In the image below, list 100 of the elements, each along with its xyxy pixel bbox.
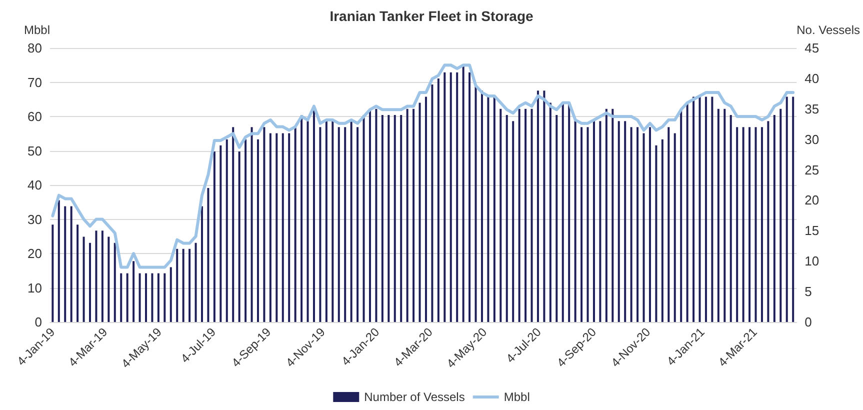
bar: [580, 127, 583, 322]
bar: [332, 121, 334, 322]
bar: [282, 133, 284, 322]
bar: [381, 114, 384, 322]
bar: [524, 108, 527, 322]
bar: [536, 90, 539, 322]
bar: [344, 127, 346, 322]
bar: [648, 127, 651, 322]
bar: [362, 114, 365, 322]
bar: [250, 127, 253, 322]
bar: [294, 127, 296, 322]
bar: [375, 108, 378, 322]
bar: [424, 96, 427, 322]
bar: [151, 273, 154, 322]
bar: [549, 102, 552, 322]
bar: [338, 127, 340, 322]
bar: [120, 273, 122, 322]
bar: [444, 72, 446, 322]
bar: [418, 102, 421, 322]
y-tick-label: 30: [28, 212, 42, 227]
bar: [70, 206, 72, 322]
bar: [394, 114, 396, 322]
bar: [686, 102, 688, 322]
bar: [400, 114, 402, 322]
bar: [480, 90, 483, 322]
bar: [543, 90, 546, 322]
bar: [412, 108, 415, 322]
y-tick-label: 80: [28, 40, 42, 56]
bar: [213, 152, 216, 322]
bar: [512, 121, 514, 322]
bar: [368, 108, 371, 322]
bar: [518, 108, 520, 322]
bar: [76, 224, 79, 322]
y2-axis-title: No. Vessels: [796, 23, 860, 37]
bar: [238, 152, 240, 322]
bar: [325, 121, 328, 322]
bar: [356, 127, 359, 322]
legend-label: Mbbl: [504, 390, 530, 404]
y2-tick-label: 45: [804, 40, 820, 56]
bar: [592, 121, 595, 322]
bar: [711, 96, 714, 322]
bar: [406, 108, 408, 322]
bar: [164, 273, 166, 322]
bar: [760, 127, 763, 322]
bar: [288, 133, 290, 322]
bar: [232, 127, 234, 322]
bar: [474, 84, 477, 322]
bar: [95, 230, 98, 322]
bar: [170, 267, 172, 322]
bar: [350, 121, 352, 322]
y-tick-label: 20: [28, 246, 42, 261]
bar: [144, 273, 147, 322]
bar: [269, 133, 272, 322]
y2-tick-label: 5: [804, 284, 812, 300]
bar: [530, 108, 533, 322]
bar: [182, 248, 184, 322]
bar: [468, 72, 471, 322]
bar: [493, 96, 496, 322]
y-tick-label: 0: [34, 314, 42, 330]
y-tick-label: 60: [28, 109, 42, 124]
bar: [58, 200, 60, 322]
bar: [52, 224, 54, 322]
y-tick-label: 50: [28, 143, 42, 158]
bar: [742, 127, 744, 322]
bar: [724, 108, 726, 322]
bar: [736, 127, 738, 322]
chart-title: Iranian Tanker Fleet in Storage: [330, 8, 534, 24]
bar: [101, 230, 104, 322]
bar: [618, 121, 620, 322]
bar: [786, 96, 788, 322]
bar: [773, 114, 776, 322]
bar: [754, 127, 757, 322]
bar: [599, 121, 602, 322]
bar: [767, 121, 770, 322]
bar: [456, 72, 458, 322]
bar: [506, 114, 508, 322]
y2-tick-label: 0: [804, 314, 812, 330]
bar: [138, 273, 141, 322]
bar: [717, 108, 720, 322]
bar: [312, 108, 315, 322]
y-axis-title: Mbbl: [24, 23, 50, 37]
bar: [642, 133, 645, 322]
bar: [176, 248, 178, 322]
bar: [263, 127, 266, 322]
bar: [220, 145, 222, 322]
bar: [574, 121, 576, 322]
bar: [306, 121, 309, 322]
bar: [624, 121, 626, 322]
y-tick-label: 70: [28, 74, 42, 90]
bar: [668, 127, 670, 322]
line-series: [51, 64, 795, 269]
bar: [388, 114, 390, 322]
bar: [500, 108, 502, 322]
y2-tick-label: 35: [804, 101, 820, 116]
bar: [730, 114, 732, 322]
bar: [244, 139, 247, 322]
bar: [630, 127, 632, 322]
bar: [82, 236, 85, 322]
bar: [748, 127, 751, 322]
bar: [605, 108, 608, 322]
